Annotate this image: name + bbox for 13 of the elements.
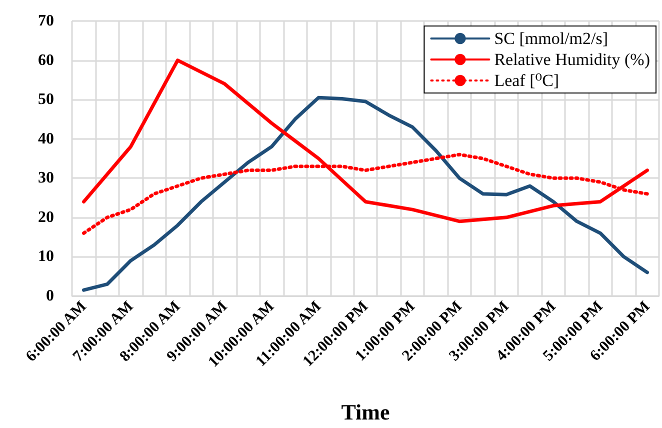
- y-tick-label: 10: [38, 248, 54, 266]
- y-tick-label: 40: [38, 130, 54, 148]
- legend-label: Relative Humidity (%): [494, 50, 650, 69]
- x-axis-title: Time: [341, 400, 390, 424]
- y-tick-label: 50: [38, 91, 54, 108]
- y-tick-label: 30: [38, 170, 54, 187]
- legend-label: Leaf [⁰C]: [494, 71, 560, 90]
- y-tick-label: 20: [38, 208, 54, 226]
- y-tick-label: 70: [38, 12, 54, 30]
- y-tick-label: 0: [46, 288, 54, 304]
- line-series: [82, 96, 650, 292]
- legend-label: SC [mmol/m2/s]: [494, 29, 608, 48]
- y-tick-label: 60: [38, 52, 54, 69]
